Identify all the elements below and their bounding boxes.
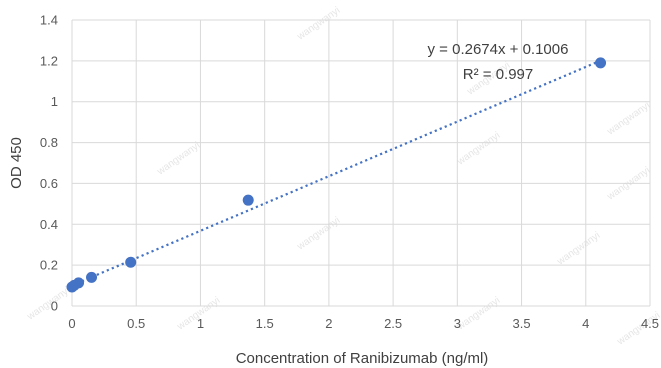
y-tick-label: 0.6 <box>40 176 58 191</box>
trendline <box>71 59 601 287</box>
grid-lines <box>71 19 651 307</box>
watermark-text: wangwanyi <box>295 5 343 43</box>
trendline-equation: y = 0.2674x + 0.1006 <box>428 41 569 58</box>
data-point <box>86 271 98 283</box>
watermark-text: wangwanyi <box>295 215 343 253</box>
watermark-text: wangwanyi <box>25 285 73 323</box>
y-axis-title: OD 450 <box>8 137 25 189</box>
data-point <box>125 256 137 268</box>
watermark-text: wangwanyi <box>455 130 503 168</box>
watermark-text: wangwanyi <box>605 165 653 203</box>
x-tick-label: 0.5 <box>127 316 145 331</box>
watermark-text: wangwanyi <box>155 140 203 178</box>
x-tick-label: 4 <box>582 316 589 331</box>
y-tick-label: 1.4 <box>40 13 58 28</box>
x-tick-label: 1 <box>197 316 204 331</box>
x-axis-ticks: 0 0.5 1 1.5 2 2.5 3 3.5 4 4.5 <box>68 316 659 331</box>
x-tick-label: 3.5 <box>513 316 531 331</box>
data-point <box>242 194 254 206</box>
data-points <box>66 57 607 293</box>
x-tick-label: 2.5 <box>384 316 402 331</box>
watermark-text: wangwanyi <box>555 230 603 268</box>
y-tick-label: 0.4 <box>40 217 58 232</box>
y-axis-ticks: 0 0.2 0.4 0.6 0.8 1 1.2 1.4 <box>40 13 58 314</box>
r-squared-label: R² = 0.997 <box>463 66 533 83</box>
x-tick-label: 2 <box>325 316 332 331</box>
y-tick-label: 0.2 <box>40 258 58 273</box>
y-tick-label: 0.8 <box>40 135 58 150</box>
watermark-text: wangwanyi <box>455 295 503 333</box>
data-point <box>595 57 607 69</box>
x-tick-label: 1.5 <box>256 316 274 331</box>
x-tick-label: 4.5 <box>641 316 659 331</box>
x-axis-title: Concentration of Ranibizumab (ng/ml) <box>236 350 489 367</box>
data-point <box>73 277 85 289</box>
y-tick-label: 0 <box>51 299 58 314</box>
x-tick-label: 0 <box>68 316 75 331</box>
y-tick-label: 1 <box>51 94 58 109</box>
y-tick-label: 1.2 <box>40 53 58 68</box>
watermark-text: wangwanyi <box>605 100 653 138</box>
x-tick-label: 3 <box>454 316 461 331</box>
